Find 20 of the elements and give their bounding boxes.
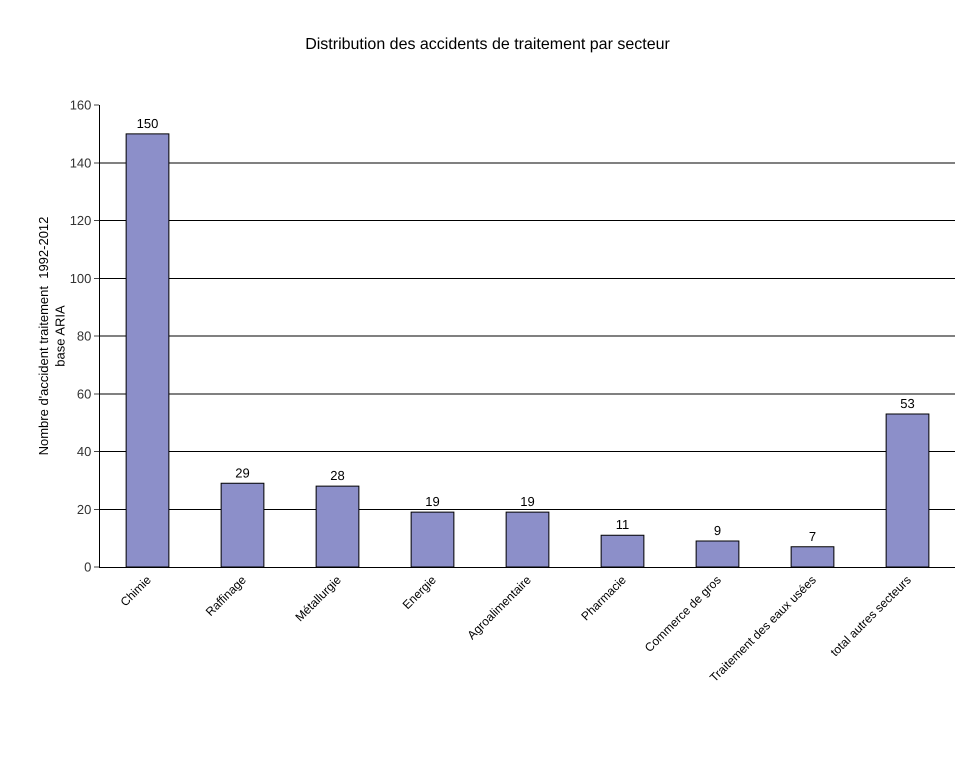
data-label: 53 xyxy=(900,396,915,411)
data-label: 9 xyxy=(714,523,722,538)
y-tick-label: 100 xyxy=(70,270,92,286)
data-label: 28 xyxy=(330,468,345,484)
data-label: 19 xyxy=(425,494,440,510)
data-label: 7 xyxy=(808,528,816,544)
data-label: 29 xyxy=(235,465,250,480)
y-tick-label: 20 xyxy=(76,502,92,517)
y-tick-label: 0 xyxy=(84,560,92,575)
chart-title: Distribution des accidents de traitement par secteur xyxy=(305,36,670,54)
y-axis-title: Nombre d'accident traitement 1992-2012 base ARIA xyxy=(36,216,68,456)
data-label: 11 xyxy=(616,517,630,532)
y-tick-label: 40 xyxy=(76,444,92,460)
y-tick-label: 140 xyxy=(70,155,92,170)
data-label: 19 xyxy=(520,494,535,510)
y-tick-label: 160 xyxy=(70,98,92,113)
y-tick-label: 80 xyxy=(76,328,92,344)
y-tick-label: 120 xyxy=(70,213,92,228)
y-tick-label: 60 xyxy=(76,386,92,402)
data-label: 150 xyxy=(136,116,158,131)
